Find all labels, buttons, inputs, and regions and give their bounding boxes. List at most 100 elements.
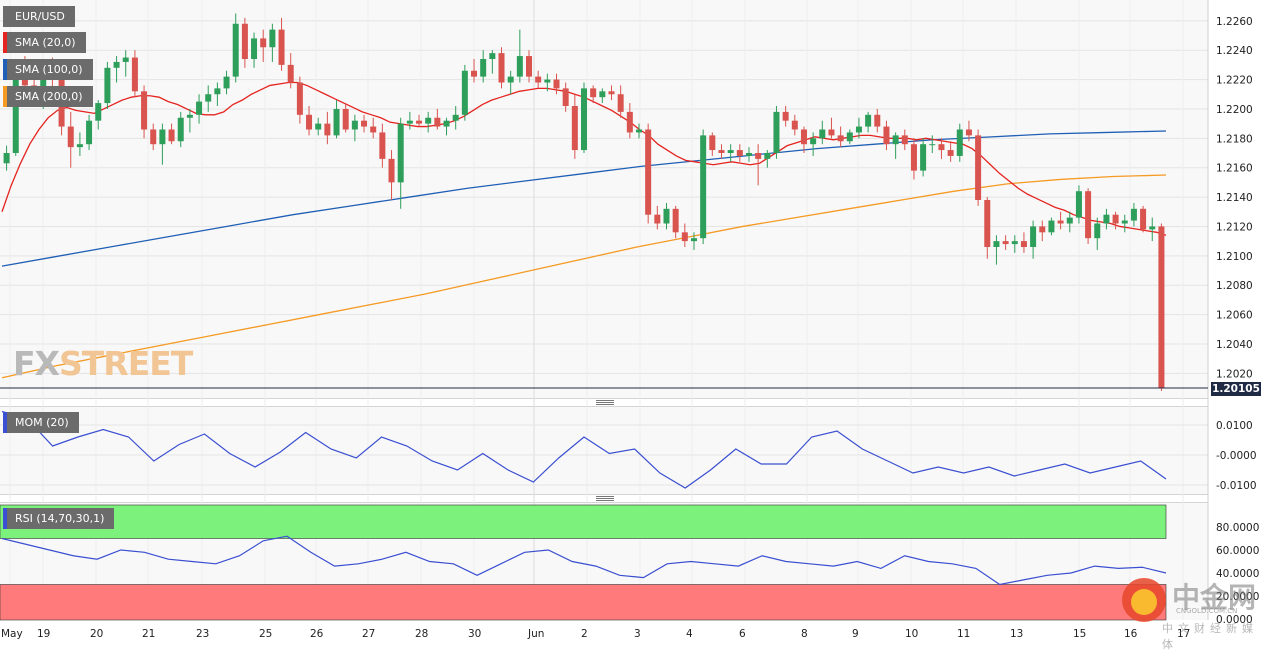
candle-body: [800, 129, 807, 145]
date-tick-label: 11: [957, 628, 970, 640]
sma200-label: SMA (200,0): [15, 90, 83, 103]
candle-body: [993, 241, 1000, 247]
candle-body: [892, 135, 899, 145]
candle-body: [1121, 220, 1128, 224]
candle-body: [205, 94, 212, 102]
rsi-tag[interactable]: RSI (14,70,30,1): [3, 508, 115, 529]
mom-tag[interactable]: MOM (20): [3, 412, 79, 433]
candle-body: [241, 23, 248, 59]
date-tick-label: 3: [634, 628, 641, 640]
candle-body: [727, 150, 734, 153]
candle-body: [1112, 214, 1119, 224]
date-tick-label: 17: [1177, 628, 1190, 640]
candle-body: [599, 91, 606, 98]
candle-body: [1075, 191, 1082, 218]
candle-body: [865, 114, 872, 127]
date-tick-label: 10: [905, 628, 918, 640]
rsi-tick-label: 80.0000: [1216, 522, 1259, 534]
cngold-watermark: 中金网 CNGOLD.COM.CN 中文财经新媒体: [1122, 576, 1272, 651]
candle-body: [672, 208, 679, 233]
sma100-swatch: [3, 59, 7, 80]
candle-body: [141, 91, 148, 130]
candle-body: [168, 129, 175, 142]
date-tick-label: 25: [259, 628, 272, 640]
candle-body: [196, 101, 203, 115]
candle-body: [700, 135, 707, 239]
resize-grip-icon[interactable]: [596, 496, 614, 501]
date-tick-label: 16: [1124, 628, 1138, 640]
price-tick-label: 1.2120: [1216, 221, 1253, 233]
candle-body: [260, 38, 267, 48]
sma200-line: [1, 174, 1167, 379]
date-tick-label: 20: [90, 628, 103, 640]
rsi-label: RSI (14,70,30,1): [15, 512, 105, 525]
symbol-label: EUR/USD: [15, 10, 65, 23]
candle-body: [489, 53, 496, 59]
mom-tick-label: 0.0100: [1216, 420, 1253, 432]
candle-body: [1094, 223, 1101, 239]
price-tick-label: 1.2240: [1216, 45, 1253, 57]
price-tick-label: 1.2080: [1216, 280, 1253, 292]
candle-body: [333, 108, 340, 136]
candle-body: [516, 56, 523, 77]
sma100-tag[interactable]: SMA (100,0): [3, 59, 93, 80]
date-tick-label: 9: [852, 628, 859, 640]
candle-body: [461, 70, 468, 115]
candle-body: [810, 138, 817, 145]
sma20-label: SMA (20,0): [15, 36, 76, 49]
date-tick-label: Jun: [527, 628, 544, 640]
sma200-tag[interactable]: SMA (200,0): [3, 86, 93, 107]
date-tick-label: 8: [801, 628, 808, 640]
candle-body: [21, 75, 28, 86]
candle-body: [269, 29, 276, 48]
sma200-swatch: [3, 86, 7, 107]
candle-body: [104, 67, 111, 104]
candle-body: [1085, 191, 1092, 239]
candle-body: [535, 76, 542, 83]
candle-body: [791, 120, 798, 130]
candle-body: [544, 79, 551, 83]
price-tick-label: 1.2220: [1216, 75, 1253, 87]
watermark-domain: CNGOLD.COM.CN: [1176, 607, 1238, 615]
candle-body: [1130, 208, 1137, 221]
date-tick-label: 19: [37, 628, 50, 640]
candle-body: [498, 53, 505, 83]
candle-body: [764, 153, 771, 159]
rsi-tick-label: 60.0000: [1216, 545, 1259, 557]
candle-body: [1140, 208, 1147, 230]
resize-grip-icon[interactable]: [596, 400, 614, 405]
price-pane[interactable]: [0, 0, 1208, 398]
price-tick-label: 1.2100: [1216, 251, 1253, 263]
candle-body: [351, 120, 358, 130]
date-tick-label: 2: [581, 628, 588, 640]
candle-body: [837, 135, 844, 142]
candle-body: [1149, 226, 1156, 230]
pane-separator-1[interactable]: [0, 398, 1208, 407]
candle-body: [406, 120, 413, 124]
candle-body: [416, 120, 423, 124]
date-tick-label: 6: [739, 628, 746, 640]
candle-body: [965, 129, 972, 136]
symbol-tag[interactable]: EUR/USD: [3, 6, 75, 27]
rsi-tick-label: 0.0000: [1216, 614, 1253, 626]
sma100-line: [1, 130, 1167, 267]
mom-tick-label: -0.0100: [1216, 480, 1257, 492]
candle-body: [1030, 226, 1037, 247]
rsi-oversold-zone: [0, 584, 1167, 621]
candle-body: [214, 88, 221, 95]
candle-body: [131, 57, 138, 92]
watermark-sub: 中文财经新媒体: [1162, 622, 1258, 651]
date-tick-label: 21: [142, 628, 155, 640]
date-tick-label: May: [1, 628, 23, 640]
sma20-tag[interactable]: SMA (20,0): [3, 32, 86, 53]
pane-separator-2[interactable]: [0, 494, 1208, 503]
candle-body: [397, 123, 404, 183]
rsi-swatch: [3, 508, 7, 529]
price-tick-label: 1.2040: [1216, 339, 1253, 351]
fxstreet-logo: FXSTREET: [13, 344, 193, 383]
candle-body: [608, 91, 615, 95]
candle-body: [681, 232, 688, 242]
candle-body: [452, 114, 459, 121]
candle-body: [342, 108, 349, 130]
